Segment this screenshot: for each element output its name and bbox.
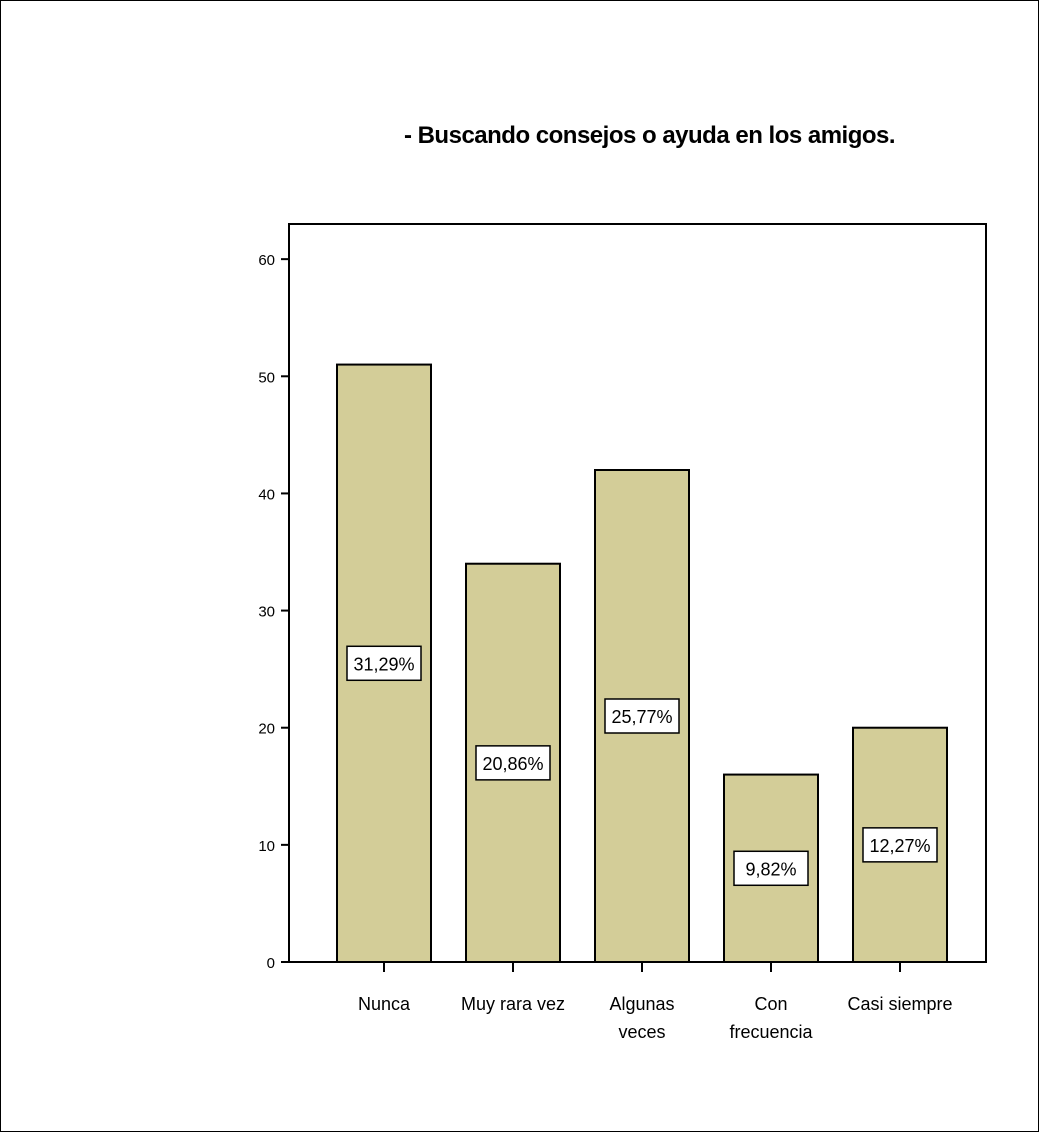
data-label-box <box>346 645 422 682</box>
data-label-box <box>862 827 938 863</box>
x-tick-label: Muy rara vez <box>461 994 565 1014</box>
data-label: 20,86% <box>482 754 543 774</box>
data-label-box <box>475 745 551 781</box>
y-tick-label: 50 <box>258 369 275 386</box>
data-label: 9,82% <box>745 859 796 879</box>
data-label-box <box>604 698 680 734</box>
x-tick-label: Casi siempre <box>847 994 952 1014</box>
data-label: 12,27% <box>869 836 930 856</box>
data-label: 31,29% <box>353 654 414 674</box>
y-axis: 0 10 20 30 40 50 60 <box>258 252 289 972</box>
data-labels: 31,29% 20,86% 25,77% 9,82% 12,27% <box>346 645 938 887</box>
y-tick-label: 20 <box>258 721 275 738</box>
data-label: 25,77% <box>611 707 672 727</box>
y-tick-label: 60 <box>258 252 275 269</box>
data-label-box <box>733 850 809 887</box>
x-tick-label: Nunca <box>358 994 411 1014</box>
x-tick-label: veces <box>618 1022 665 1042</box>
y-tick-label: 40 <box>258 486 275 503</box>
y-tick-label: 30 <box>258 604 275 621</box>
y-tick-label: 10 <box>258 838 275 855</box>
chart-title: - Buscando consejos o ayuda en los amigo… <box>403 122 896 149</box>
x-tick-label: Algunas <box>609 994 674 1014</box>
x-tick-label: Con <box>754 994 787 1014</box>
x-axis: Nunca Muy rara vez Algunas veces Con frecuenc… <box>289 961 986 1042</box>
x-tick-label: frecuencia <box>729 1022 813 1042</box>
y-tick-label: 0 <box>267 955 275 972</box>
